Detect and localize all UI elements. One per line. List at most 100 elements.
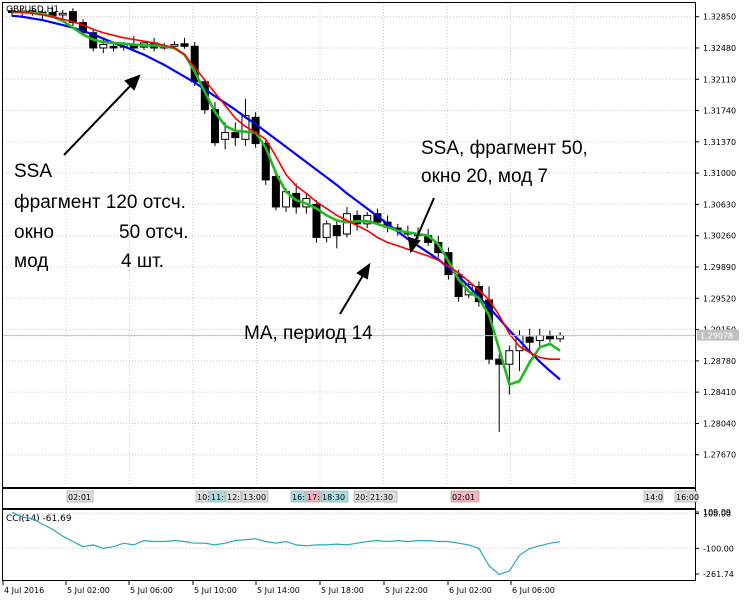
candle-body [221,132,230,140]
time-tick-label: 4 Jul 2016 [4,586,44,595]
price-tick-label: 1.29890 [703,263,736,272]
arrow-ma-head [356,262,371,280]
cci-tick-label: -100.00 [703,544,734,553]
ma14-line [11,10,561,361]
price-tick-label: 1.30630 [703,200,736,209]
price-axis: 1.32850 1.32480 1.32110 1.31740 1.31370 1.310… [695,13,736,460]
price-tick-label: 1.28040 [703,419,736,428]
time-tick-label: 5 Jul 22:00 [385,586,428,595]
candle-body [332,225,341,237]
candle-body [109,45,118,49]
main-chart-frame[interactable] [2,2,696,488]
anno-ssa120-line4: мод [14,251,48,272]
navigator-marker[interactable] [320,490,349,503]
navigator-marker[interactable] [66,490,94,503]
time-tick-label: 5 Jul 06:00 [130,586,173,595]
navigator-marker[interactable] [450,490,480,503]
candle-body [99,44,108,49]
cci-label: CCI(14) -61.69 [6,514,72,524]
indicator-lines [3,10,695,386]
price-tick-label: 1.32480 [703,44,736,53]
price-tick-label: 1.27670 [703,451,736,460]
cci-tick-label: -261.74 [703,570,734,579]
anno-ssa120-line2: фрагмент 120 отсч. [14,192,186,213]
navigator-marker-label: 02:01 [68,493,91,502]
time-tick-label: 6 Jul 06:00 [512,586,555,595]
candle-body [200,81,209,111]
navigator-marker-label: 13:00 [243,493,266,502]
navigator-marker[interactable] [368,490,398,503]
navigator-marker-label: 14:0 [645,493,663,502]
cci-line [11,511,561,576]
anno-ssa120-line3: окно [14,222,54,243]
ssa120-line [11,14,561,381]
annotation-arrows [63,74,435,315]
anno-ssa120-line1: SSA [14,161,52,182]
navigator-marker-label: 16:00 [676,493,699,502]
anno-ssa120-line3b: 50 отсч. [119,222,189,243]
arrow-ssa120 [63,81,135,156]
ssa50-line [11,10,561,386]
arrow-ssa50-head [407,236,421,254]
cci-tick-label: 109.09 [703,508,731,517]
symbol-label: GBPUSD,H1 [6,5,59,15]
navigator-marker[interactable] [674,490,698,503]
navigator-marker[interactable] [209,490,226,503]
price-tick-label: 1.29520 [703,294,736,303]
navigator-marker[interactable] [305,490,321,503]
navigator-marker-label: 21:30 [370,493,393,502]
cci-plot [11,511,561,576]
navigator-marker[interactable] [353,490,369,503]
navigator-marker[interactable] [643,490,664,503]
navigator-marker-label: 16: [292,493,305,502]
candle-body [353,214,362,225]
anno-ssa120-line4b: 4 шт. [121,251,164,272]
price-grid [3,3,695,486]
anno-ssa50-line2: окно 20, мод 7 [421,166,548,187]
candle-body [363,214,372,225]
candle-body [231,132,240,139]
candle-body [505,350,514,365]
candle-body [322,223,331,238]
time-tick-label: 6 Jul 02:00 [449,586,492,595]
navigator-marker[interactable] [290,490,306,503]
current-price-tag: 1.29078 [697,329,739,341]
price-tick-label: 1.28410 [703,388,736,397]
time-navigator[interactable]: 02:01 10: 11: 12: 13:00 16: 17: 18:30 20: 21:30 02… [2,488,700,509]
candle-body [525,336,534,343]
navigator-marker[interactable] [195,490,210,503]
navigator-marker[interactable] [241,490,269,503]
price-tick-label: 1.30260 [703,232,736,241]
price-tick-label: 1.32110 [703,75,736,84]
arrow-ssa120-head [124,74,141,91]
candle-body [271,176,280,208]
navigator-marker-label: 10: [197,493,210,502]
navigator-marker-label: 11: [211,493,224,502]
candle-body [261,143,270,181]
time-tick-label: 5 Jul 18:00 [321,586,364,595]
navigator-marker-label: 02:01 [452,493,475,502]
candle-body [180,43,189,47]
annotation-ssa50: SSA, фрагмент 50, окно 20, мод 7 [421,138,588,187]
navigator-frame[interactable] [2,488,696,509]
navigator-marker-label: 12: [227,493,240,502]
navigator-marker[interactable] [225,490,242,503]
arrow-ssa50 [413,197,435,245]
candle-body [535,334,544,342]
candle-body [170,44,179,47]
price-tick-label: 1.31000 [703,169,736,178]
annotation-ssa120: SSA фрагмент 120 отсч. окно 50 отсч. мод… [14,161,189,272]
time-tick-label: 5 Jul 10:00 [194,586,237,595]
cci-tick-label: 100.00 [703,510,731,519]
navigator-marker-label: 17: [307,493,320,502]
time-axis: 4 Jul 2016 5 Jul 02:00 5 Jul 06:00 5 Jul 10… [2,581,555,595]
annotation-ma: MA, период 14 [244,323,373,344]
anno-ssa50-line1: SSA, фрагмент 50, [421,138,588,159]
price-tick-label: 1.28780 [703,357,736,366]
arrow-ma [339,271,366,315]
candle-body [58,12,67,16]
navigator-marker-label: 18:30 [322,493,345,502]
price-tick-label: 1.31370 [703,138,736,147]
